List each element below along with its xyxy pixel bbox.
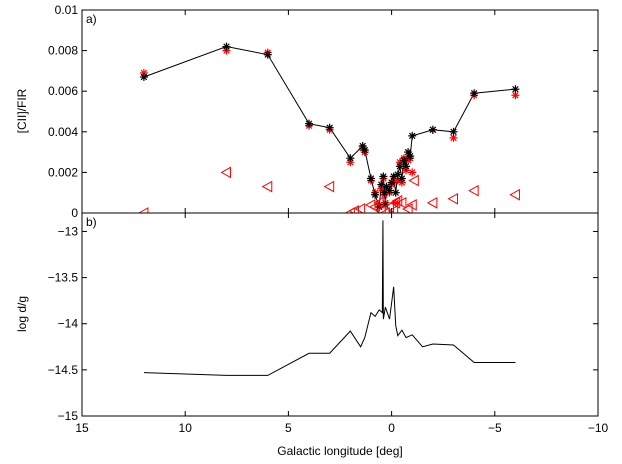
y-tick-label: 0.006	[48, 84, 78, 98]
upper-limit-triangle	[383, 201, 395, 213]
cii-fir-black-point	[346, 154, 355, 163]
upper-limit-triangle	[369, 201, 380, 213]
cii-fir-black-point	[408, 131, 417, 140]
cii-fir-black-point	[305, 119, 314, 128]
x-axis-label: Galactic longitude [deg]	[277, 444, 402, 458]
cii-fir-black-point	[379, 172, 388, 181]
y-tick-label: −15	[58, 409, 79, 423]
cii-fir-black-point	[385, 186, 394, 195]
y-tick-label: −14.5	[48, 363, 79, 377]
cii-fir-black-point	[139, 72, 148, 81]
cii-fir-black-point	[399, 156, 408, 165]
panel-b: −15 −14.5 −14 −13.5 −13 b) log d/g	[15, 212, 599, 423]
upper-limit-triangle	[447, 192, 459, 205]
upper-limit-triangle	[426, 197, 438, 209]
cii-fir-red-point	[408, 168, 417, 177]
panel-b-label: b)	[86, 215, 97, 229]
y-tick-label: −13.5	[48, 271, 79, 285]
upper-limit-triangle	[389, 197, 401, 209]
y-tick-label: 0.01	[55, 3, 79, 17]
cii-fir-black-point	[404, 148, 413, 157]
x-tick-label: −10	[588, 421, 609, 435]
cii-fir-black-point	[449, 127, 458, 136]
x-tick-label: 15	[75, 421, 89, 435]
y-tick-label: 0.004	[48, 125, 78, 139]
cii-fir-black-point	[511, 85, 520, 94]
cii-fir-black-point	[366, 174, 375, 183]
upper-limit-triangle	[261, 180, 273, 193]
cii-fir-black-point	[402, 162, 411, 171]
panel-b-ticks: −15 −14.5 −14 −13.5 −13	[48, 224, 598, 423]
y-tick-label: −13	[58, 224, 79, 238]
panel-a: 0 0.002 0.004 0.006 0.008 0.01 a) [CII]/FIR	[15, 3, 599, 220]
cii-fir-red-point	[449, 133, 458, 142]
cii-fir-black-point	[428, 125, 437, 134]
x-tick-label: −5	[488, 421, 502, 435]
panel-a-label: a)	[86, 12, 97, 26]
panel-a-y-axis-label: [CII]/FIR	[15, 88, 29, 133]
cii-fir-black-point	[397, 174, 406, 183]
upper-limit-triangle	[373, 197, 384, 209]
cii-fir-black-point	[382, 182, 391, 191]
panel-a-frame	[81, 9, 599, 214]
cii-fir-black-point	[263, 50, 272, 59]
upper-limit-triangle	[395, 197, 407, 209]
cii-fir-black-point	[470, 89, 479, 98]
cii-fir-black-point	[387, 178, 396, 187]
cii-fir-black-point	[360, 146, 369, 155]
upper-limit-triangle	[406, 199, 417, 211]
x-tick-label: 0	[388, 421, 395, 435]
panel-b-y-axis-label: log d/g	[15, 296, 29, 332]
dust-to-gas-line	[143, 220, 516, 376]
upper-limit-triangle	[402, 203, 413, 215]
cii-fir-black-point	[325, 123, 334, 132]
y-tick-label: 0.002	[48, 165, 78, 179]
upper-limit-triangle	[220, 166, 231, 179]
upper-limit-triangle	[354, 203, 366, 215]
panel-a-ticks: 0 0.002 0.004 0.006 0.008 0.01	[48, 3, 598, 220]
x-tick-label: 10	[179, 421, 193, 435]
upper-limit-triangle	[509, 188, 520, 201]
x-axis: 15 10 5 0 −5 −10	[75, 10, 609, 435]
panel-b-plot-area	[143, 220, 516, 376]
y-tick-label: 0.008	[48, 44, 78, 58]
cii-fir-black-point	[371, 190, 380, 199]
cii-fir-black-point	[222, 42, 231, 51]
upper-limit-triangle	[323, 180, 335, 193]
upper-limit-triangle	[468, 184, 479, 197]
x-tick-label: 5	[285, 421, 292, 435]
cii-fir-black-point	[391, 188, 400, 197]
upper-limit-triangle	[408, 174, 419, 187]
y-tick-label: 0	[71, 206, 78, 220]
y-tick-label: −14	[58, 317, 79, 331]
panel-b-frame	[81, 212, 599, 417]
panel-a-plot-area	[137, 42, 520, 219]
cii-fir-black-point	[406, 152, 415, 161]
